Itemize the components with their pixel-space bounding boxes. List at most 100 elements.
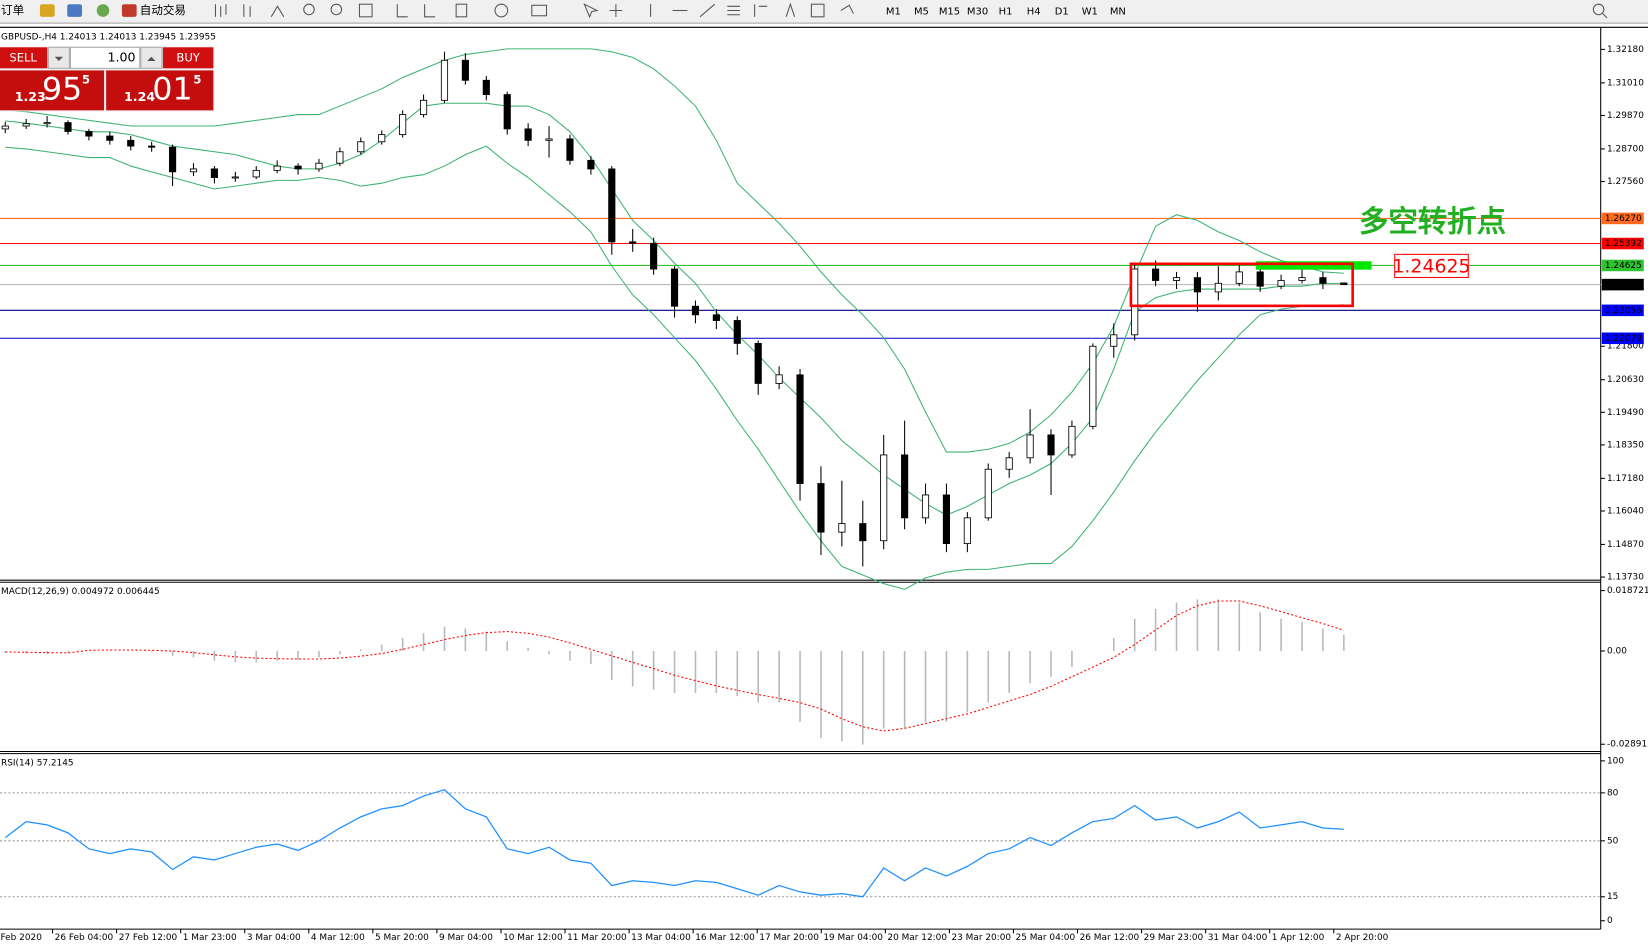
buy-price-sup[interactable]: 5 (193, 72, 201, 86)
x-tick-label: 11 Mar 20:00 (567, 933, 627, 943)
candle-body (189, 168, 198, 173)
level-label-box (1601, 332, 1644, 345)
y-tick-label: 1.32180 (1607, 45, 1644, 55)
candle-body (1193, 277, 1202, 293)
y-tick-label: 1.18350 (1607, 440, 1644, 450)
y-tick-label: 1.20630 (1607, 375, 1644, 385)
sell-button[interactable] (0, 47, 48, 69)
candle-body (650, 242, 658, 270)
sell-label[interactable]: SELL (9, 50, 37, 64)
timeframe-button[interactable]: H4 (1027, 7, 1041, 18)
x-tick-label: 16 Mar 12:00 (695, 933, 755, 943)
level-label-box (1601, 212, 1644, 225)
candle-body (294, 165, 302, 170)
candle-body (691, 305, 700, 316)
x-tick-label: 5 Mar 20:00 (375, 933, 429, 943)
rsi-line (4, 788, 1344, 898)
y-tick-label: 100 (1607, 756, 1624, 766)
candle-body (43, 122, 51, 125)
candle-body (817, 483, 825, 533)
candle-body (1319, 277, 1327, 284)
icon[interactable] (67, 4, 82, 17)
marker-bar (1255, 261, 1372, 270)
x-tick-label: 17 Mar 20:00 (759, 933, 819, 943)
timeframe-button[interactable]: M30 (967, 7, 988, 18)
level-label: 1.23056 (1605, 306, 1642, 316)
candle-body (1089, 345, 1097, 427)
x-tick-label: 9 Mar 04:00 (439, 933, 493, 943)
x-tick-label: 26 Mar 12:00 (1080, 933, 1140, 943)
candle-body (984, 468, 992, 519)
sell-price-sup[interactable]: 5 (82, 72, 90, 86)
candle-body (440, 59, 449, 101)
candle-body (859, 523, 867, 542)
candle-body (901, 454, 909, 519)
icon[interactable] (96, 4, 110, 17)
candle-body (336, 151, 344, 164)
candle-body (670, 268, 679, 307)
y-tick-label: 15 (1607, 892, 1618, 902)
x-tick-label: 25 Feb 2020 (0, 933, 42, 943)
buy-label[interactable]: BUY (176, 50, 200, 64)
buy-price-big[interactable]: 01 (152, 71, 192, 107)
y-tick-label: 1.17180 (1607, 474, 1644, 484)
timeframe-button[interactable]: M5 (914, 7, 929, 18)
x-tick-label: 26 Feb 04:00 (55, 933, 114, 943)
y-tick-label: 80 (1607, 788, 1619, 798)
timeframe-button[interactable]: M15 (939, 7, 960, 18)
pane-title: RSI(14) 57.2145 (1, 759, 74, 769)
candle-body (587, 159, 595, 170)
sell-price-big[interactable]: 95 (42, 71, 82, 107)
level-label: 1.23955 (1605, 280, 1642, 290)
candle-body (1110, 334, 1118, 347)
y-tick-label: 1.27560 (1607, 177, 1644, 187)
new-order-button[interactable]: 订单 (1, 3, 24, 17)
candle-body (210, 168, 218, 178)
timeframe-button[interactable]: D1 (1055, 7, 1069, 18)
candle-body (1298, 277, 1306, 281)
auto-trading-button[interactable]: 自动交易 (140, 3, 186, 17)
candle-body (503, 94, 511, 130)
range-box (1129, 262, 1354, 308)
candle-body (1214, 282, 1222, 293)
level-label-box (1601, 278, 1644, 291)
annotation: 多空转折点 (1359, 204, 1506, 238)
candle-body (566, 138, 574, 161)
lot-input[interactable] (69, 46, 141, 69)
candle-body (963, 517, 971, 545)
timeframe-button[interactable]: M1 (886, 7, 901, 18)
x-tick-label: 4 Mar 12:00 (311, 933, 365, 943)
candle-body (1047, 434, 1055, 456)
sell-price-prefix[interactable]: 1.23 (15, 89, 46, 104)
sell-price-box[interactable] (0, 70, 105, 111)
x-tick-label: 25 Mar 04:00 (1016, 933, 1076, 943)
buy-price-prefix[interactable]: 1.24 (124, 89, 155, 104)
candle-body (1256, 271, 1264, 287)
x-tick-label: 2 Apr 20:00 (1336, 933, 1389, 943)
timeframe-button[interactable]: H1 (999, 7, 1013, 18)
x-tick-label: 19 Mar 04:00 (823, 933, 883, 943)
lot-value[interactable]: 1.00 (108, 49, 136, 64)
x-tick-label: 10 Mar 12:00 (503, 933, 563, 943)
y-tick-label: 1.13730 (1607, 573, 1644, 583)
signal-line (5, 600, 1344, 732)
y-tick-label: 1.19490 (1607, 408, 1644, 418)
x-tick-label: 31 Mar 04:00 (1208, 933, 1268, 943)
timeframe-button[interactable]: W1 (1082, 7, 1098, 18)
candle-body (357, 141, 365, 153)
level-label: 1.25392 (1605, 239, 1642, 249)
buy-button[interactable] (162, 47, 214, 69)
toolbar-icons[interactable] (214, 2, 1608, 19)
candle-body (85, 131, 93, 137)
auto-trading-icon[interactable] (121, 4, 137, 17)
icon[interactable] (39, 4, 55, 17)
candle-body (545, 138, 553, 141)
candle-body (838, 523, 846, 533)
y-tick-label: 1.28700 (1607, 144, 1644, 154)
timeframe-button[interactable]: MN (1110, 7, 1126, 18)
buy-price-box[interactable] (106, 70, 214, 111)
pane-title: MACD(12,26,9) 0.004972 0.006445 (1, 587, 160, 597)
y-tick-label: 0.018721 (1607, 586, 1648, 596)
